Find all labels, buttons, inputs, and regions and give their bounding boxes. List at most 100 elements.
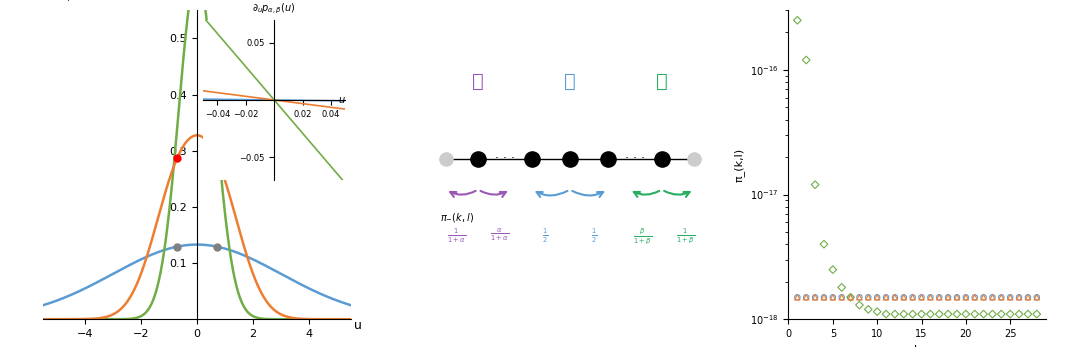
Functional eq [1029,311,1046,317]
Functional eq [833,285,850,290]
Functional eq [922,311,939,317]
Numerical [975,295,992,300]
Theory (diffusive limit) [789,295,806,300]
Theory (diffusive limit) [877,295,894,300]
Y-axis label: π_(k,l): π_(k,l) [734,148,745,182]
Text: 🚶: 🚶 [564,72,576,91]
Numerical [922,295,939,300]
Numerical [833,295,850,300]
Theory (diffusive limit) [949,295,966,300]
Theory (diffusive limit) [957,295,974,300]
Numerical [1010,295,1028,300]
Theory (diffusive limit) [869,295,886,300]
Numerical [1019,295,1036,300]
Numerical [850,295,867,300]
X-axis label: u: u [353,319,362,332]
Numerical [842,295,859,300]
Theory (diffusive limit) [913,295,930,300]
Text: $\frac{1}{2}$: $\frac{1}{2}$ [542,227,548,245]
Functional eq [877,311,894,317]
Theory (diffusive limit) [1010,295,1028,300]
Numerical [992,295,1009,300]
Functional eq [1019,311,1036,317]
Point [600,156,617,161]
Numerical [940,295,957,300]
Functional eq [798,57,815,63]
Text: $\frac{1}{1+\beta}$: $\frac{1}{1+\beta}$ [676,227,696,245]
Functional eq [815,242,832,247]
Point [469,156,487,161]
Numerical [930,295,947,300]
Numerical [825,295,842,300]
Functional eq [984,311,1001,317]
Functional eq [895,311,912,317]
Numerical [815,295,832,300]
Point [437,156,455,161]
Text: 🚶: 🚶 [656,72,668,91]
Functional eq [913,311,930,317]
Numerical [984,295,1001,300]
Theory (diffusive limit) [815,295,832,300]
Functional eq [949,311,966,317]
Theory (diffusive limit) [940,295,957,300]
Numerical [1029,295,1046,300]
Functional eq [860,307,877,312]
Theory (diffusive limit) [904,295,921,300]
Theory (diffusive limit) [992,295,1009,300]
Numerical [789,295,806,300]
Theory (diffusive limit) [887,295,904,300]
Text: $p_{\alpha,\beta}(u)$: $p_{\alpha,\beta}(u)$ [49,0,92,4]
Text: $\pi_{-}(k,l)$: $\pi_{-}(k,l)$ [441,211,474,224]
Point [524,156,541,161]
Numerical [869,295,886,300]
Point [561,156,578,161]
Functional eq [789,17,806,23]
Theory (diffusive limit) [984,295,1001,300]
Functional eq [887,311,904,317]
Theory (diffusive limit) [967,295,984,300]
Numerical [949,295,966,300]
Text: $\frac{1}{1+\alpha}$: $\frac{1}{1+\alpha}$ [447,227,466,245]
Numerical [957,295,974,300]
Functional eq [940,311,957,317]
Numerical [860,295,877,300]
Functional eq [842,295,859,300]
Numerical [807,295,824,300]
Functional eq [957,311,974,317]
Text: · · ·: · · · [495,152,515,165]
Numerical [967,295,984,300]
Text: · · ·: · · · [624,152,644,165]
Text: $\frac{1}{2}$: $\frac{1}{2}$ [591,227,598,245]
Functional eq [975,311,992,317]
Functional eq [1002,311,1019,317]
Theory (diffusive limit) [833,295,850,300]
Theory (diffusive limit) [860,295,877,300]
Point [653,156,670,161]
Theory (diffusive limit) [895,295,912,300]
Functional eq [930,311,947,317]
Functional eq [850,302,867,308]
Functional eq [807,182,824,187]
Numerical [904,295,921,300]
Numerical [887,295,904,300]
Functional eq [1010,311,1028,317]
Theory (diffusive limit) [825,295,842,300]
Theory (diffusive limit) [922,295,939,300]
Functional eq [992,311,1009,317]
Theory (diffusive limit) [850,295,867,300]
Numerical [877,295,894,300]
Functional eq [825,267,842,272]
Theory (diffusive limit) [842,295,859,300]
Text: $\frac{\alpha}{1+\alpha}$: $\frac{\alpha}{1+\alpha}$ [490,227,509,244]
Numerical [895,295,912,300]
Functional eq [869,309,886,314]
Numerical [913,295,930,300]
Text: 🚶: 🚶 [473,72,484,91]
Theory (diffusive limit) [1029,295,1046,300]
X-axis label: k: k [913,345,921,347]
Functional eq [967,311,984,317]
Point [686,156,703,161]
Theory (diffusive limit) [930,295,947,300]
Text: $\frac{\beta}{1+\beta}$: $\frac{\beta}{1+\beta}$ [633,227,652,247]
Theory (diffusive limit) [1002,295,1019,300]
